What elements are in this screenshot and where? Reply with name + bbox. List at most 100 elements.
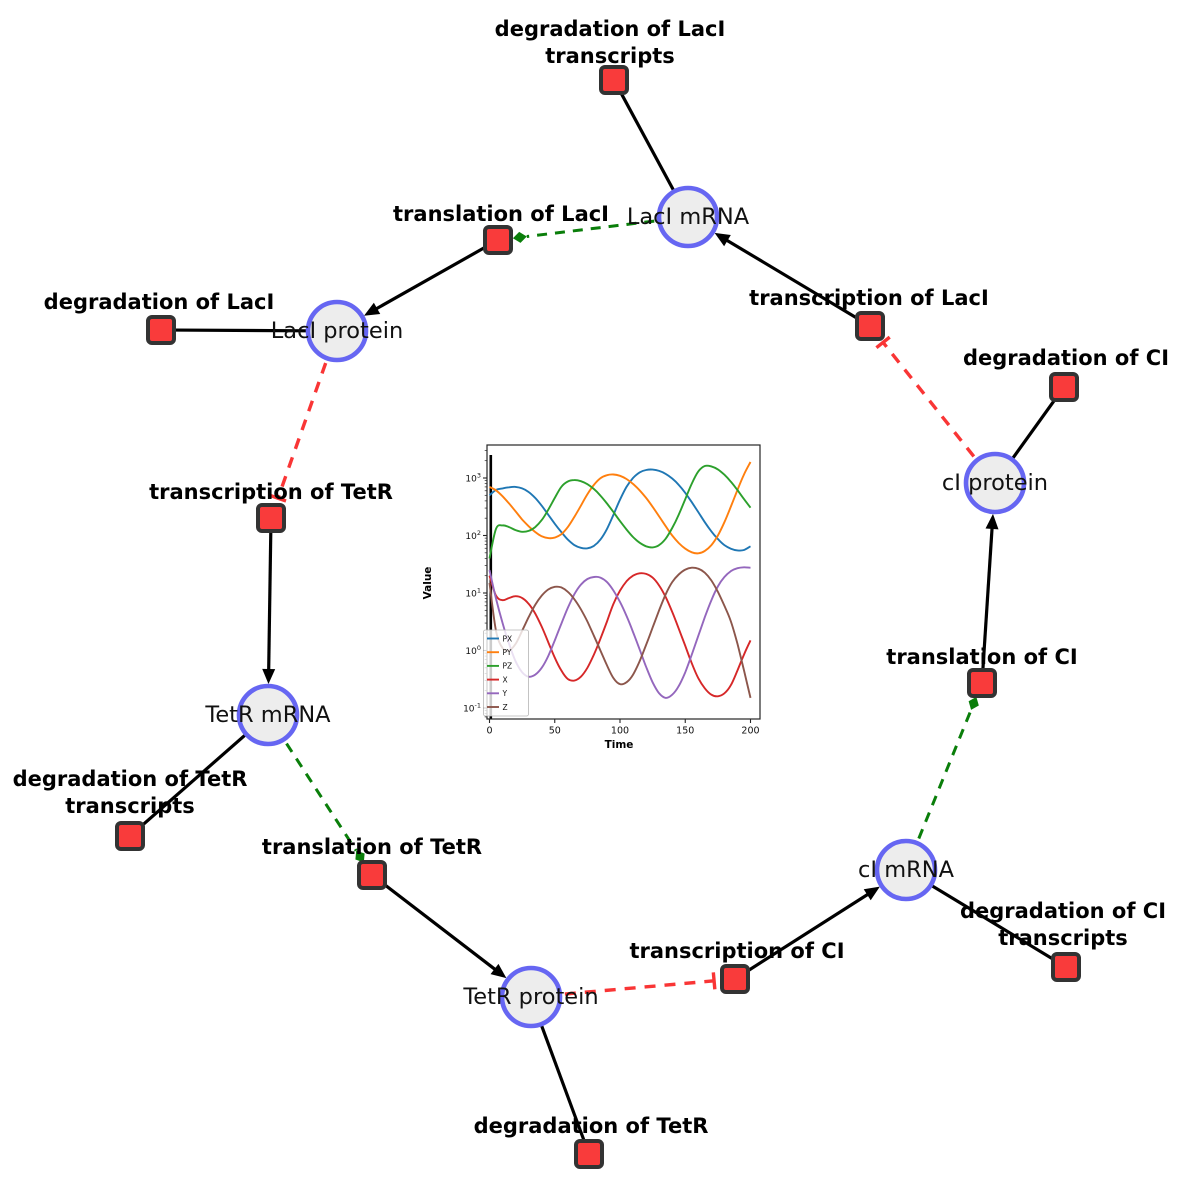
species-label-tetr_mrna: TetR mRNA bbox=[204, 702, 331, 728]
reaction-label-translation_laci: translation of LacI bbox=[393, 202, 609, 226]
reaction-label-deg_tetr_transcripts: degradation of TetR bbox=[13, 767, 248, 791]
edge-laci_mrna-to-translation_laci-diamond bbox=[512, 231, 527, 243]
series-line-PY bbox=[489, 461, 752, 555]
edge-ci_mrna-to-translation_ci bbox=[917, 709, 973, 840]
edge-laci_mrna-to-translation_laci bbox=[526, 219, 655, 239]
reaction-node-transcription_tetr bbox=[256, 503, 286, 533]
chart-legend: PX PY PZ XYZ bbox=[483, 629, 529, 717]
edge-tetr_mrna-to-translation_tetr bbox=[285, 742, 358, 852]
reaction-label-deg_tetr: degradation of TetR bbox=[474, 1114, 709, 1138]
edges-layer bbox=[139, 91, 1058, 1142]
reaction-label-deg_tetr_transcripts: transcripts bbox=[65, 794, 195, 818]
edge-translation_ci-to-ci_protein bbox=[981, 525, 994, 670]
edge-transcription_tetr-to-tetr_mrna-arrowhead bbox=[262, 668, 276, 685]
reaction-node-translation_ci bbox=[967, 668, 997, 698]
edge-tetr_protein-to-transcription_ci-tee bbox=[711, 972, 717, 990]
reaction-node-translation_tetr bbox=[357, 860, 387, 890]
x-tick-label: 200 bbox=[741, 726, 759, 737]
species-node-tetr_protein bbox=[499, 965, 563, 1029]
edge-translation_laci-to-laci_protein-arrowhead bbox=[363, 302, 381, 316]
reaction-node-deg_ci bbox=[1049, 372, 1079, 402]
reaction-node-deg_tetr bbox=[574, 1139, 604, 1169]
species-node-ci_mrna bbox=[874, 838, 938, 902]
edge-translation_tetr-to-tetr_protein bbox=[382, 882, 498, 973]
x-tick-label: 100 bbox=[611, 726, 629, 737]
edge-transcription_laci-to-laci_mrna-arrowhead bbox=[714, 232, 731, 247]
chart-series bbox=[488, 461, 752, 699]
legend-label-Z: Z bbox=[503, 703, 508, 712]
edge-transcription_tetr-to-tetr_mrna bbox=[267, 531, 273, 673]
edge-transcription_ci-to-ci_mrna bbox=[745, 891, 871, 973]
y-tick-label: 10-1 bbox=[463, 702, 481, 715]
species-label-ci_protein: cI protein bbox=[942, 470, 1048, 496]
edge-tetr_mrna-to-translation_tetr-diamond bbox=[355, 850, 365, 863]
series-line-Y bbox=[488, 566, 751, 699]
reaction-label-transcription_tetr: transcription of TetR bbox=[149, 480, 393, 504]
species-label-laci_mrna: LacI mRNA bbox=[627, 204, 750, 230]
series-line-Z bbox=[488, 566, 752, 699]
reaction-label-translation_tetr: translation of TetR bbox=[262, 835, 482, 859]
nodes-layer bbox=[115, 65, 1081, 1169]
reaction-node-transcription_laci bbox=[855, 311, 885, 341]
edge-transcription_laci-to-laci_mrna bbox=[724, 237, 859, 321]
labels-layer: degradation of LacI transcripts translatio… bbox=[13, 17, 1169, 1138]
species-label-laci_protein: LacI protein bbox=[271, 318, 403, 344]
edge-laci_mrna-to-deg_laci_transcripts bbox=[619, 91, 675, 191]
legend-label-X: X bbox=[503, 675, 508, 684]
reaction-label-transcription_laci: transcription of LacI bbox=[749, 286, 989, 310]
edge-laci_protein-to-deg_laci bbox=[174, 328, 307, 333]
reaction-node-deg_laci_transcripts bbox=[599, 65, 629, 95]
edge-ci_mrna-to-deg_ci_transcripts bbox=[931, 884, 1055, 962]
edge-laci_protein-to-transcription_tetr bbox=[276, 362, 328, 499]
edge-ci_protein-to-transcription_laci bbox=[881, 341, 976, 458]
x-tick-label: 150 bbox=[676, 726, 694, 737]
edge-ci_mrna-to-translation_ci-diamond bbox=[968, 696, 979, 710]
edge-transcription_ci-to-ci_mrna-arrowhead bbox=[863, 886, 880, 901]
edge-ci_protein-to-transcription_laci-tee bbox=[875, 335, 891, 350]
reaction-label-translation_ci: translation of CI bbox=[886, 645, 1077, 669]
reaction-node-deg_ci_transcripts bbox=[1051, 952, 1081, 982]
series-line-X bbox=[488, 572, 752, 698]
series-line-PZ bbox=[488, 464, 752, 559]
edge-laci_protein-to-transcription_tetr-tee bbox=[269, 493, 287, 503]
reaction-node-deg_laci bbox=[146, 315, 176, 345]
species-node-tetr_mrna bbox=[236, 683, 300, 747]
legend-label-PY: PY bbox=[503, 648, 512, 657]
y-tick-label: 100 bbox=[465, 644, 481, 657]
x-axis-label: Time bbox=[605, 739, 634, 751]
legend-label-Y: Y bbox=[502, 689, 508, 698]
legend-label-PZ: PZ bbox=[503, 662, 513, 671]
reaction-label-deg_ci: degradation of CI bbox=[963, 346, 1169, 370]
reaction-label-deg_ci_transcripts: degradation of CI bbox=[960, 899, 1166, 923]
reaction-label-deg_laci: degradation of LacI bbox=[44, 290, 275, 314]
edge-tetr_mrna-to-deg_tetr_transcripts bbox=[139, 734, 246, 828]
edge-tetr_protein-to-deg_tetr bbox=[540, 1025, 586, 1142]
y-tick-label: 101 bbox=[465, 587, 481, 600]
series-line-PX bbox=[488, 468, 751, 552]
x-tick-label: 50 bbox=[549, 726, 561, 737]
edge-ci_protein-to-deg_ci bbox=[1011, 397, 1058, 459]
edge-tetr_protein-to-transcription_ci bbox=[564, 979, 715, 996]
reaction-node-deg_tetr_transcripts bbox=[115, 821, 145, 851]
species-label-tetr_protein: TetR protein bbox=[462, 984, 598, 1010]
y-axis-label: Value bbox=[422, 567, 434, 600]
edge-translation_ci-to-ci_protein-arrowhead bbox=[985, 513, 999, 530]
reaction-label-deg_ci_transcripts: transcripts bbox=[998, 926, 1128, 950]
reaction-label-deg_laci_transcripts: transcripts bbox=[545, 44, 675, 68]
species-node-laci_protein bbox=[305, 299, 369, 363]
reaction-label-transcription_ci: transcription of CI bbox=[629, 939, 844, 963]
reaction-node-translation_laci bbox=[483, 225, 513, 255]
legend-label-PX: PX bbox=[503, 634, 513, 643]
edge-translation_laci-to-laci_protein bbox=[373, 245, 487, 312]
species-node-ci_protein bbox=[963, 451, 1027, 515]
y-tick-label: 102 bbox=[465, 529, 481, 542]
y-tick-label: 103 bbox=[465, 472, 481, 485]
edge-translation_tetr-to-tetr_protein-arrowhead bbox=[490, 963, 507, 979]
x-tick-label: 0 bbox=[486, 726, 492, 737]
species-label-ci_mrna: cI mRNA bbox=[858, 857, 955, 883]
reaction-label-deg_laci_transcripts: degradation of LacI bbox=[495, 17, 726, 41]
reaction-node-transcription_ci bbox=[720, 964, 750, 994]
